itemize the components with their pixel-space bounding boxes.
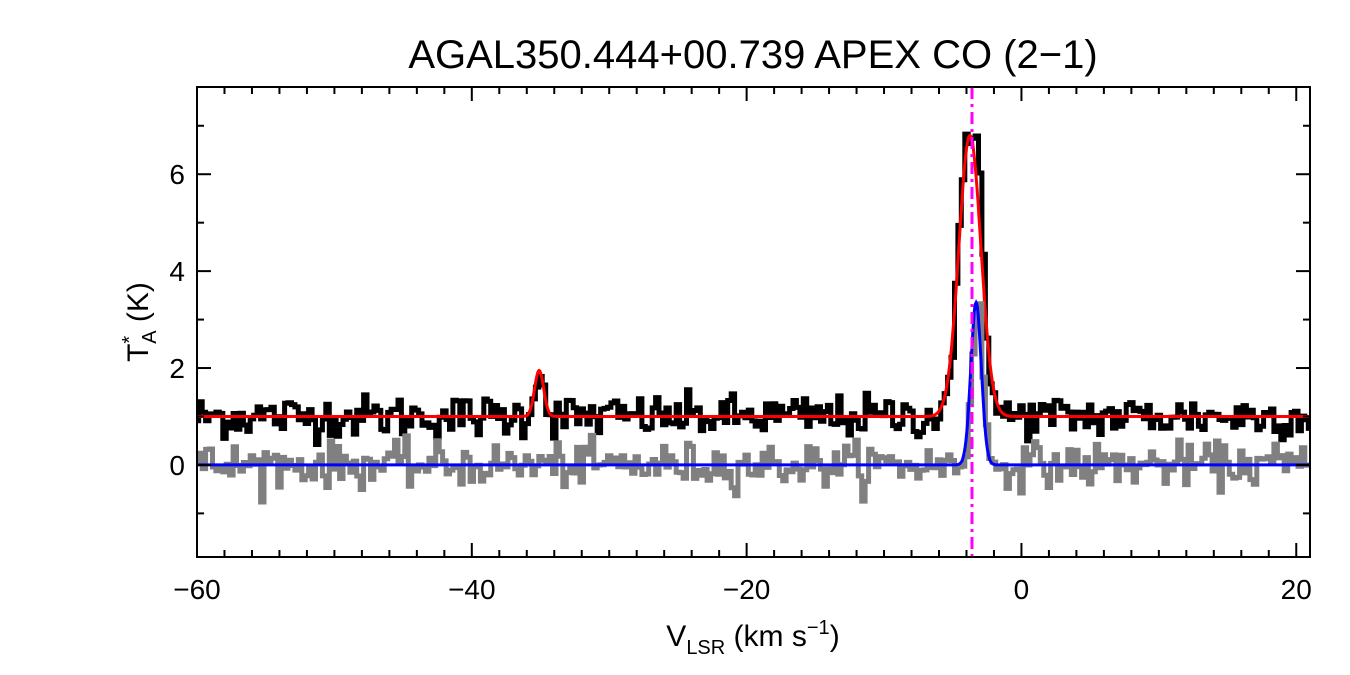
series-observed-spectrum-offset-0 bbox=[197, 131, 1310, 447]
series-fit-offset-1 bbox=[197, 133, 1310, 418]
x-tick-label: −40 bbox=[448, 574, 496, 605]
y-tick-label: 0 bbox=[169, 450, 185, 481]
x-tick-label: 0 bbox=[1014, 574, 1030, 605]
y-tick-label: 2 bbox=[169, 353, 185, 384]
series-fit-3 bbox=[197, 299, 1310, 467]
x-axis-label-sup: −1 bbox=[807, 617, 830, 639]
y-axis-label: T*A (K) bbox=[119, 282, 161, 362]
x-tick-label: 20 bbox=[1281, 574, 1312, 605]
x-axis-label-base: V bbox=[666, 620, 686, 653]
x-tick-label: −20 bbox=[723, 574, 771, 605]
y-axis-label-unit: (K) bbox=[122, 282, 155, 330]
y-axis-label-sub: A bbox=[139, 330, 161, 344]
chart-title: AGAL350.444+00.739 APEX CO (2−1) bbox=[408, 33, 1097, 77]
x-axis-label: VLSR (km s−1) bbox=[666, 617, 839, 659]
x-axis-label-unit-pre: (km s bbox=[725, 620, 807, 653]
y-tick-label: 6 bbox=[169, 159, 185, 190]
x-axis-label-sub: LSR bbox=[686, 637, 725, 659]
y-axis-label-sup: * bbox=[119, 336, 141, 344]
x-tick-label: −60 bbox=[173, 574, 221, 605]
y-axis-label-base: T bbox=[122, 344, 155, 362]
x-axis-label-unit-post: ) bbox=[830, 620, 840, 653]
y-tick-label: 4 bbox=[169, 256, 185, 287]
plot-frame bbox=[196, 86, 1311, 558]
